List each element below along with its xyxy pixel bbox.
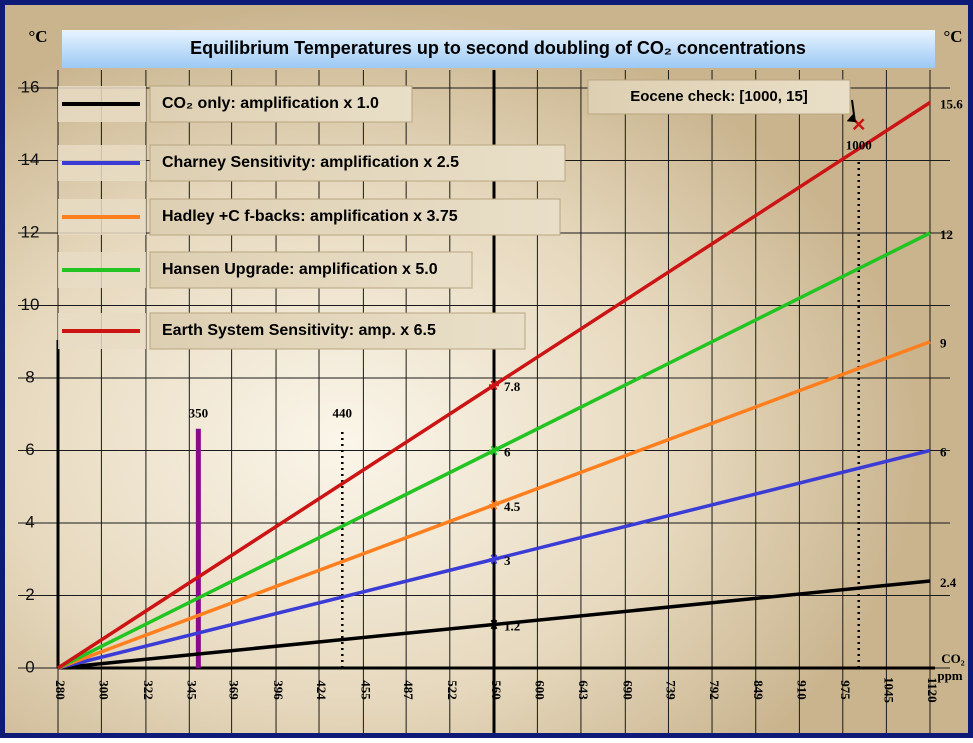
point-marker xyxy=(489,500,499,510)
legend-label: Hansen Upgrade: amplification x 5.0 xyxy=(162,261,438,278)
y-tick-label: 16 xyxy=(21,77,40,96)
data-label: 6 xyxy=(940,444,947,459)
data-label: 7.8 xyxy=(504,379,521,394)
y-tick-label: 10 xyxy=(21,295,40,314)
data-label: 15.6 xyxy=(940,96,963,111)
point-marker xyxy=(489,445,499,456)
x-tick-label: 322 xyxy=(141,680,156,700)
reference-label: 1000 xyxy=(846,137,872,152)
x-tick-label: 280 xyxy=(53,680,68,700)
x-tick-label: 1120 xyxy=(925,677,940,702)
x-tick-label: 910 xyxy=(794,680,809,700)
y-axis-label: °C xyxy=(28,27,47,46)
x-tick-label: 560 xyxy=(489,680,504,700)
point-marker xyxy=(489,554,499,565)
annotation-box xyxy=(587,79,851,115)
y-tick-label: 8 xyxy=(25,367,34,386)
legend-box xyxy=(149,144,566,182)
x-tick-label: 396 xyxy=(271,680,286,700)
x-tick-label: 849 xyxy=(751,680,766,700)
x-tick-label: 792 xyxy=(707,680,722,700)
x-tick-label: 455 xyxy=(358,680,373,700)
legend-label: Charney Sensitivity: amplification x 2.5 xyxy=(162,154,459,171)
data-label: 9 xyxy=(940,336,947,351)
x-tick-label: 300 xyxy=(96,680,111,700)
x-tick-label: 739 xyxy=(663,680,678,700)
data-label: 12 xyxy=(940,227,953,242)
x-tick-label: 643 xyxy=(576,680,591,700)
x-tick-label: 369 xyxy=(227,680,242,700)
legend-box xyxy=(149,198,561,236)
legend-label: Hadley +C f-backs: amplification x 3.75 xyxy=(162,208,458,225)
legend-box xyxy=(149,85,413,123)
data-label: 1.2 xyxy=(504,618,520,633)
arrow-head xyxy=(846,114,857,123)
chart-title: Equilibrium Temperatures up to second do… xyxy=(190,38,806,58)
data-label: 3 xyxy=(504,553,511,568)
legend-box xyxy=(149,312,526,350)
x-tick-label: 522 xyxy=(445,680,460,700)
legend-label: Earth System Sensitivity: amp. x 6.5 xyxy=(162,322,436,339)
x-tick-label: 345 xyxy=(184,680,199,700)
x-axis-label: ppm xyxy=(937,668,962,683)
x-tick-label: 975 xyxy=(838,680,853,700)
x-axis-label: CO₂ xyxy=(941,651,965,666)
y-tick-label: 14 xyxy=(21,150,40,169)
x-tick-label: 1045 xyxy=(881,677,896,704)
data-label: 2.4 xyxy=(940,575,957,590)
reference-label: 440 xyxy=(333,406,353,421)
y-axis-label: °C xyxy=(943,27,962,46)
legend-box xyxy=(149,251,473,289)
title-box xyxy=(62,30,935,68)
x-tick-label: 424 xyxy=(314,680,329,700)
data-label: 4.5 xyxy=(504,499,521,514)
point-marker xyxy=(489,619,499,630)
x-tick-label: 690 xyxy=(620,680,635,700)
y-tick-label: 2 xyxy=(25,585,34,604)
y-tick-label: 4 xyxy=(25,512,34,531)
annotation-arrow xyxy=(851,99,856,121)
point-marker xyxy=(489,380,499,391)
reference-label: 350 xyxy=(189,406,209,421)
x-tick-label: 600 xyxy=(532,680,547,700)
plot-background xyxy=(5,5,968,733)
legend-label: CO₂ only: amplification x 1.0 xyxy=(162,95,379,112)
y-tick-label: 12 xyxy=(21,222,40,241)
annotation: Eocene check: [1000, 15] xyxy=(630,88,808,105)
y-tick-label: 6 xyxy=(25,440,34,459)
data-label: 6 xyxy=(504,444,511,459)
y-tick-label: 0 xyxy=(25,657,34,676)
x-tick-label: 487 xyxy=(401,680,416,700)
